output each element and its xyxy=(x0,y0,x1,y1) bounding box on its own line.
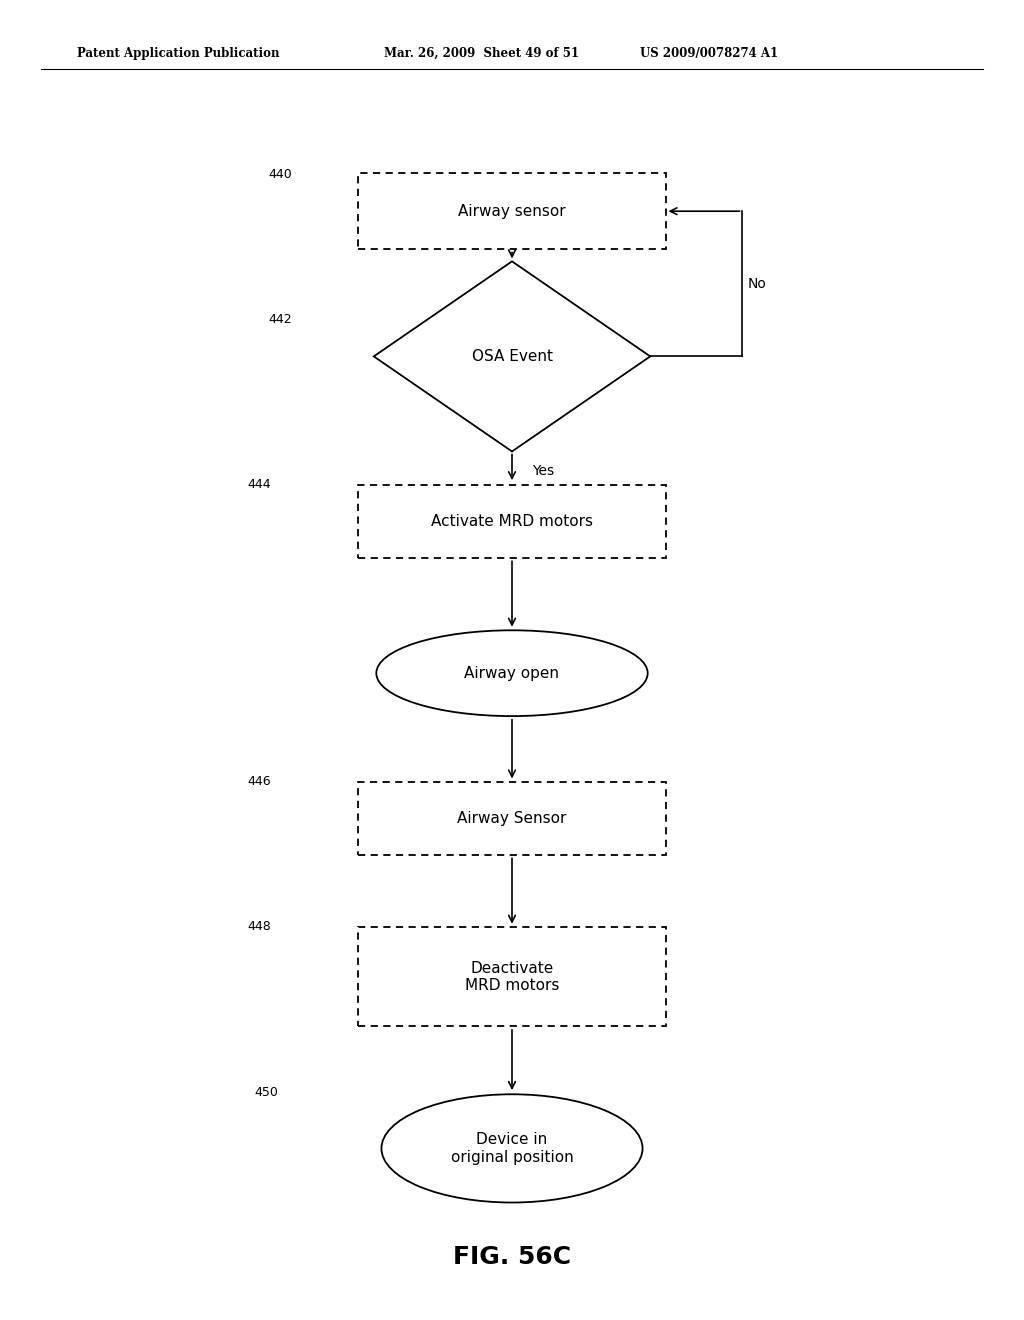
Text: Airway Sensor: Airway Sensor xyxy=(458,810,566,826)
FancyBboxPatch shape xyxy=(358,484,666,557)
Text: Yes: Yes xyxy=(532,465,555,478)
Ellipse shape xyxy=(381,1094,643,1203)
Text: Patent Application Publication: Patent Application Publication xyxy=(77,48,280,59)
Text: Airway sensor: Airway sensor xyxy=(458,203,566,219)
FancyBboxPatch shape xyxy=(358,781,666,855)
Text: No: No xyxy=(748,277,766,290)
Text: Deactivate
MRD motors: Deactivate MRD motors xyxy=(465,961,559,993)
Text: 444: 444 xyxy=(248,478,271,491)
Text: Device in
original position: Device in original position xyxy=(451,1133,573,1164)
Text: 450: 450 xyxy=(255,1086,279,1100)
Text: 448: 448 xyxy=(248,920,271,933)
Text: 440: 440 xyxy=(268,168,292,181)
Text: Mar. 26, 2009  Sheet 49 of 51: Mar. 26, 2009 Sheet 49 of 51 xyxy=(384,48,579,59)
FancyBboxPatch shape xyxy=(358,927,666,1027)
Polygon shape xyxy=(374,261,650,451)
Text: Airway open: Airway open xyxy=(465,665,559,681)
Text: Activate MRD motors: Activate MRD motors xyxy=(431,513,593,529)
Text: 446: 446 xyxy=(248,775,271,788)
FancyBboxPatch shape xyxy=(358,173,666,249)
Ellipse shape xyxy=(377,631,648,715)
Text: US 2009/0078274 A1: US 2009/0078274 A1 xyxy=(640,48,778,59)
Text: OSA Event: OSA Event xyxy=(471,348,553,364)
Text: 442: 442 xyxy=(268,313,292,326)
Text: FIG. 56C: FIG. 56C xyxy=(453,1245,571,1269)
